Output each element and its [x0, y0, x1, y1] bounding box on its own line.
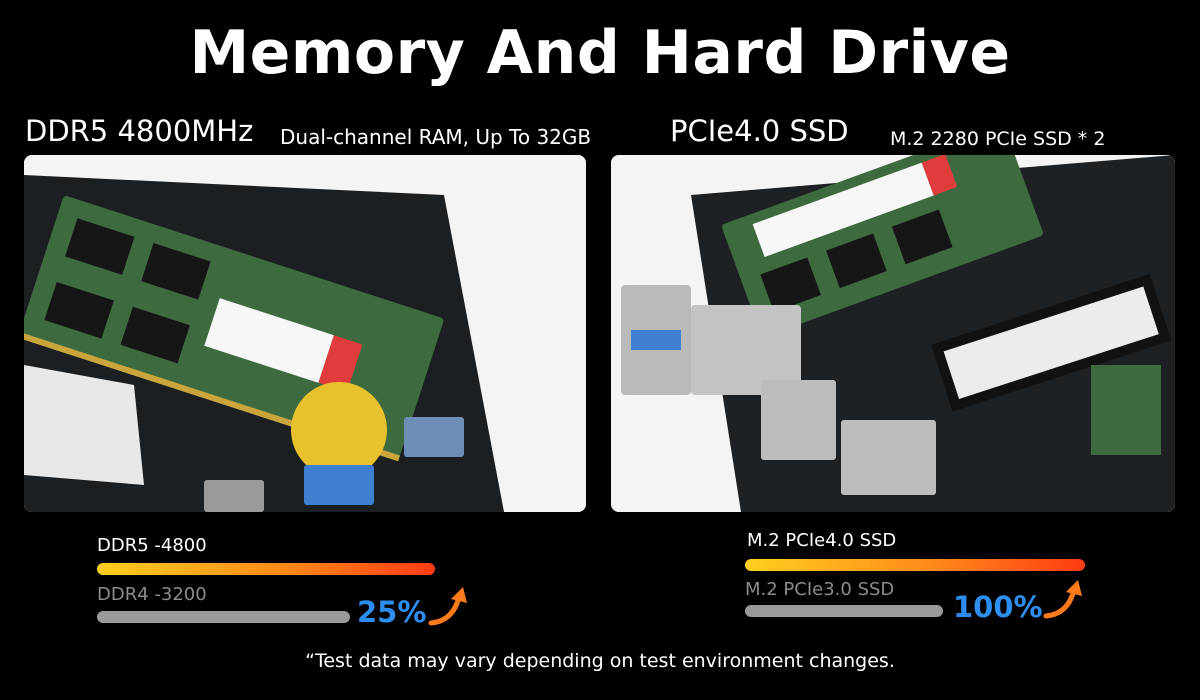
comparison-label: DDR4 -3200: [97, 584, 207, 605]
panel-heading: DDR5 4800MHz: [25, 114, 254, 148]
gain-value: 100%: [953, 590, 1043, 624]
comparison-label: M.2 PCIe4.0 SSD: [747, 530, 897, 551]
gain-arrow: [1043, 580, 1082, 619]
panel-heading: PCIe4.0 SSD: [670, 114, 849, 148]
page-title: Memory And Hard Drive: [189, 18, 1011, 88]
footnote: “Test data may vary depending on test en…: [305, 650, 895, 672]
comparison-bar: [97, 611, 350, 623]
gain-arrow: [428, 587, 467, 626]
comparison-label: DDR5 -4800: [97, 535, 207, 556]
panel-subheading: Dual-channel RAM, Up To 32GB: [280, 125, 592, 149]
panel-subheading: M.2 2280 PCIe SSD * 2: [890, 128, 1106, 150]
product-photo: [24, 155, 586, 512]
product-photo: [611, 155, 1175, 512]
comparison-label: M.2 PCIe3.0 SSD: [745, 579, 895, 600]
comparison-bar: [745, 559, 1085, 571]
photo-illustration: [611, 155, 1175, 512]
comparison-bar: [745, 605, 943, 617]
comparison-bar: [97, 563, 435, 575]
gain-value: 25%: [357, 595, 427, 629]
photo-illustration: [24, 155, 586, 512]
